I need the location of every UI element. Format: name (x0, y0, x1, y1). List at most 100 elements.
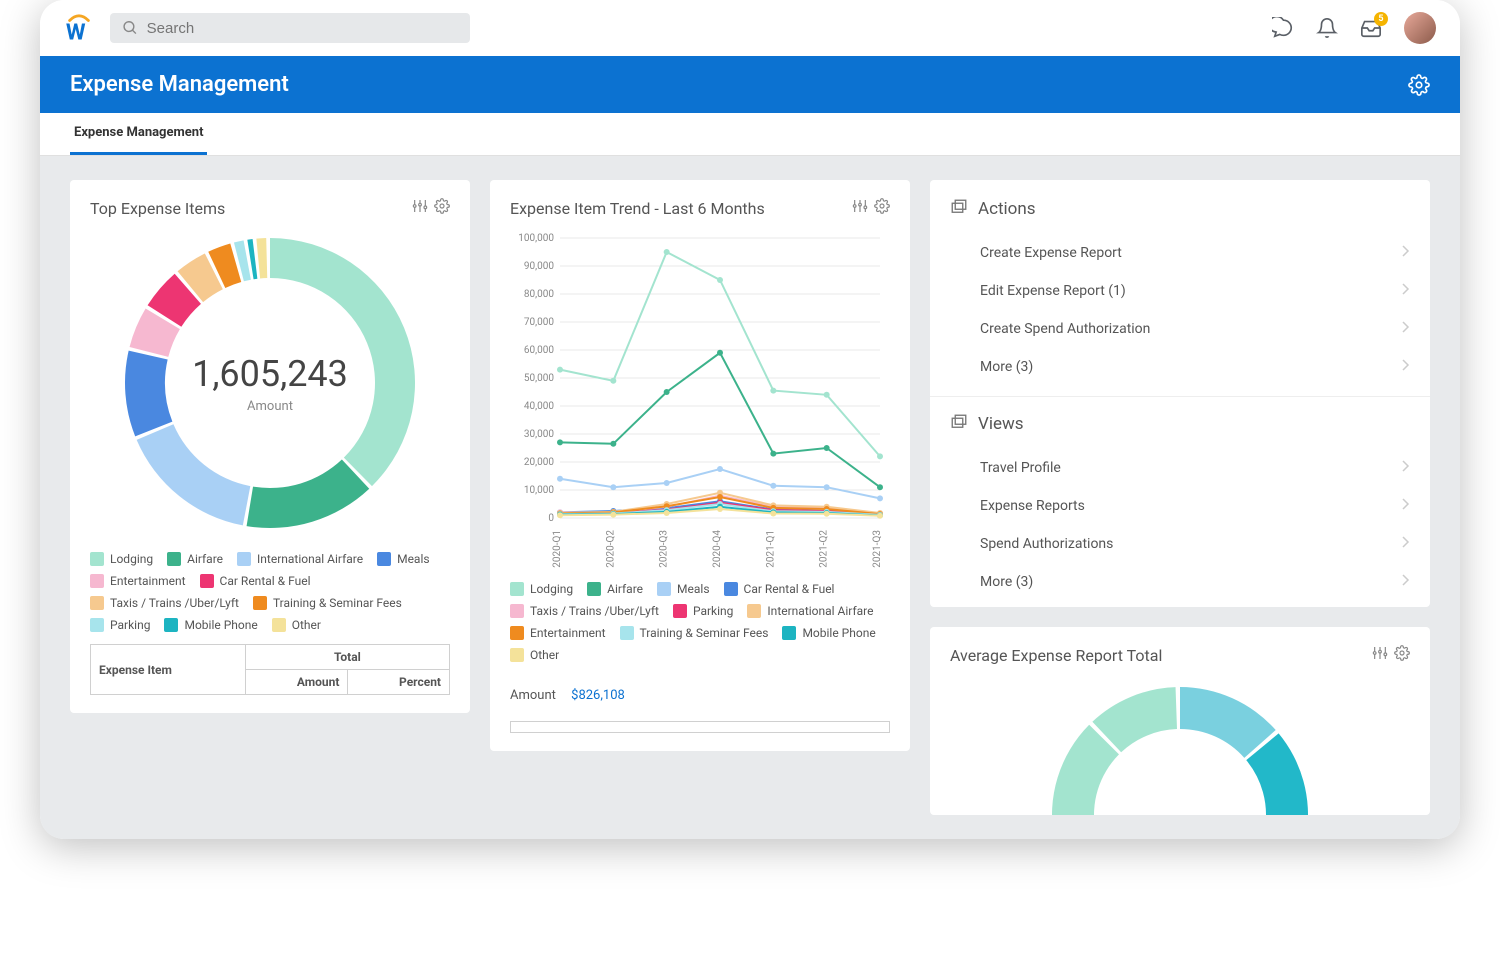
legend-label: Meals (677, 582, 709, 596)
legend-item[interactable]: Entertainment (90, 574, 186, 588)
workday-logo[interactable]: W (64, 13, 94, 43)
legend-item[interactable]: Car Rental & Fuel (724, 582, 835, 596)
sliders-icon[interactable] (852, 198, 868, 218)
link-row[interactable]: Create Spend Authorization (950, 310, 1410, 348)
legend-label: Taxis / Trains /Uber/Lyft (110, 596, 239, 610)
legend-item[interactable]: Entertainment (510, 626, 606, 640)
chevron-right-icon (1402, 536, 1410, 552)
avatar[interactable] (1404, 12, 1436, 44)
legend-item[interactable]: Training & Seminar Fees (253, 596, 402, 610)
legend-item[interactable]: Parking (90, 618, 150, 632)
chevron-right-icon (1402, 574, 1410, 590)
svg-text:10,000: 10,000 (524, 485, 554, 496)
chat-icon[interactable] (1272, 17, 1294, 39)
tabbar: Expense Management (40, 113, 1460, 156)
link-row[interactable]: More (3) (950, 563, 1410, 601)
chevron-right-icon (1402, 498, 1410, 514)
card-title: Top Expense Items (90, 199, 225, 218)
svg-text:2021-Q1: 2021-Q1 (765, 530, 776, 568)
link-row[interactable]: Create Expense Report (950, 234, 1410, 272)
inbox-icon[interactable]: 5 (1360, 17, 1382, 39)
bluebar: Expense Management (40, 56, 1460, 113)
legend-label: International Airfare (257, 552, 363, 566)
search-icon (122, 19, 139, 37)
svg-text:20,000: 20,000 (524, 457, 554, 468)
link-label: Travel Profile (980, 460, 1061, 476)
gear-icon[interactable] (1408, 74, 1430, 96)
content: Top Expense Items 1,605,243 Amount Lodgi… (40, 156, 1460, 839)
legend-item[interactable]: Meals (657, 582, 709, 596)
legend-item[interactable]: Other (272, 618, 321, 632)
link-label: More (3) (980, 359, 1033, 375)
sliders-icon[interactable] (1372, 645, 1388, 665)
legend-swatch (657, 582, 671, 596)
legend-item[interactable]: Taxis / Trains /Uber/Lyft (510, 604, 659, 618)
legend-swatch (90, 618, 104, 632)
gear-icon[interactable] (434, 198, 450, 218)
legend-swatch (237, 552, 251, 566)
link-row[interactable]: Spend Authorizations (950, 525, 1410, 563)
legend-swatch (200, 574, 214, 588)
svg-text:60,000: 60,000 (524, 345, 554, 356)
gear-icon[interactable] (1394, 645, 1410, 665)
legend-swatch (510, 648, 524, 662)
legend-item[interactable]: Taxis / Trains /Uber/Lyft (90, 596, 239, 610)
legend-item[interactable]: Car Rental & Fuel (200, 574, 311, 588)
svg-text:W: W (66, 19, 86, 43)
amount-value[interactable]: $826,108 (571, 688, 625, 703)
legend-label: Car Rental & Fuel (744, 582, 835, 596)
legend-item[interactable]: Other (510, 648, 559, 662)
link-row[interactable]: Travel Profile (950, 449, 1410, 487)
top-expense-legend: Lodging Airfare International Airfare Meals… (90, 548, 450, 644)
svg-text:2020-Q3: 2020-Q3 (659, 530, 670, 568)
stack-icon (950, 413, 968, 435)
donut-value: 1,605,243 (192, 353, 348, 395)
legend-item[interactable]: International Airfare (747, 604, 873, 618)
link-row[interactable]: Expense Reports (950, 487, 1410, 525)
tab-expense-management[interactable]: Expense Management (70, 113, 207, 155)
legend-label: Lodging (110, 552, 153, 566)
topbar: W 5 (40, 0, 1460, 56)
legend-label: Training & Seminar Fees (273, 596, 402, 610)
legend-swatch (272, 618, 286, 632)
link-row[interactable]: Edit Expense Report (1) (950, 272, 1410, 310)
svg-text:50,000: 50,000 (524, 373, 554, 384)
legend-label: Other (530, 648, 559, 662)
legend-label: Parking (693, 604, 733, 618)
bell-icon[interactable] (1316, 17, 1338, 39)
legend-item[interactable]: Airfare (587, 582, 643, 596)
legend-item[interactable]: Parking (673, 604, 733, 618)
chevron-right-icon (1402, 283, 1410, 299)
legend-item[interactable]: Mobile Phone (164, 618, 257, 632)
legend-label: Parking (110, 618, 150, 632)
card-actions: Actions Create Expense ReportEdit Expens… (930, 180, 1430, 607)
views-list: Travel Profile Expense Reports Spend Autho… (950, 449, 1410, 601)
legend-label: Airfare (607, 582, 643, 596)
stack-icon (950, 198, 968, 220)
card-title: Expense Item Trend - Last 6 Months (510, 199, 765, 218)
svg-text:2021-Q2: 2021-Q2 (819, 530, 830, 568)
card-avg-expense-report: Average Expense Report Total (930, 627, 1430, 815)
legend-item[interactable]: International Airfare (237, 552, 363, 566)
svg-text:90,000: 90,000 (524, 261, 554, 272)
svg-text:80,000: 80,000 (524, 289, 554, 300)
search-input[interactable] (147, 20, 458, 37)
link-row[interactable]: More (3) (950, 348, 1410, 386)
legend-item[interactable]: Training & Seminar Fees (620, 626, 769, 640)
page-title: Expense Management (70, 72, 289, 97)
svg-text:2021-Q3: 2021-Q3 (872, 530, 883, 568)
legend-item[interactable]: Airfare (167, 552, 223, 566)
sliders-icon[interactable] (412, 198, 428, 218)
top-expense-donut: 1,605,243 Amount (115, 228, 425, 538)
legend-item[interactable]: Lodging (510, 582, 573, 596)
gear-icon[interactable] (874, 198, 890, 218)
actions-list: Create Expense ReportEdit Expense Report… (950, 234, 1410, 386)
views-title: Views (978, 414, 1024, 434)
donut-label: Amount (247, 399, 293, 414)
legend-swatch (587, 582, 601, 596)
legend-item[interactable]: Mobile Phone (782, 626, 875, 640)
legend-item[interactable]: Lodging (90, 552, 153, 566)
legend-label: Entertainment (110, 574, 186, 588)
legend-item[interactable]: Meals (377, 552, 429, 566)
link-label: Spend Authorizations (980, 536, 1113, 552)
